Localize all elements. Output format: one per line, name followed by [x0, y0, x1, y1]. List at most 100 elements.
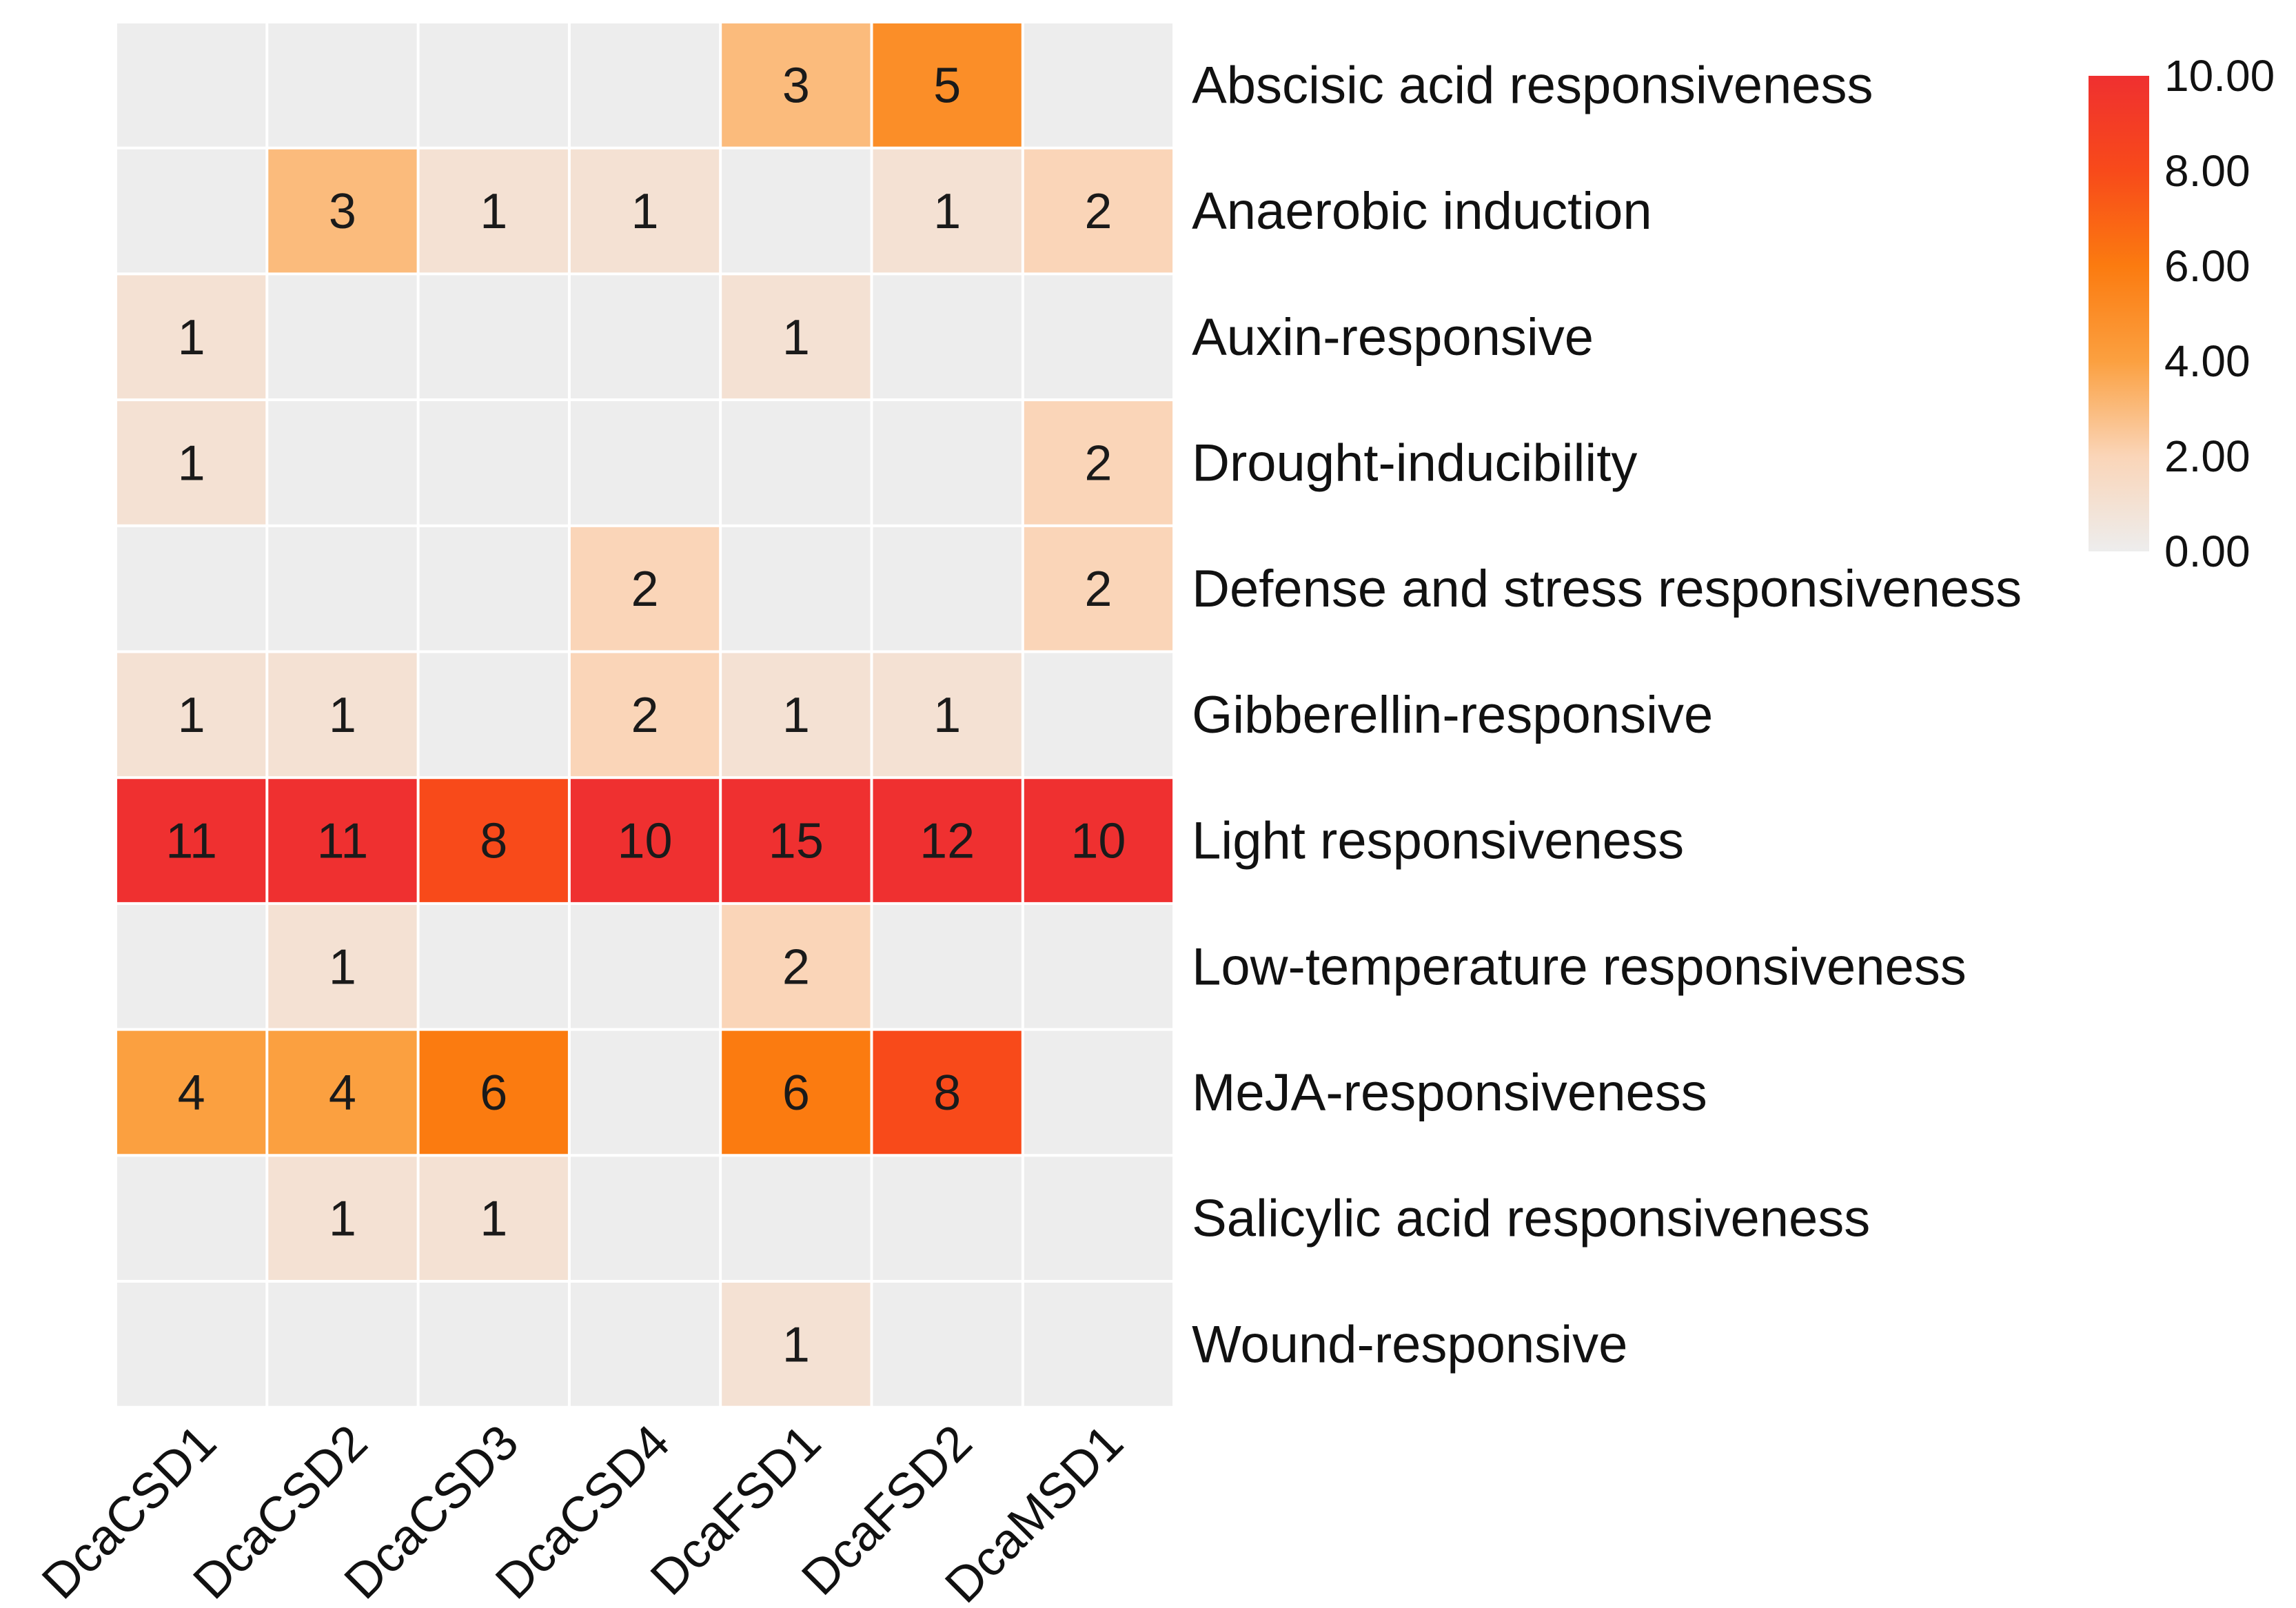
- cell-value-label: 4: [329, 1066, 356, 1121]
- cell-value-label: 6: [480, 1066, 507, 1121]
- legend-tick-label: 6.00: [2164, 241, 2251, 291]
- heatmap-cell: [268, 779, 417, 902]
- heatmap-cell: [117, 1157, 266, 1280]
- cell-value-label: 1: [631, 184, 659, 239]
- heatmap-cell: [1024, 23, 1173, 147]
- heatmap-cell: [268, 904, 417, 1028]
- cell-value-label: 1: [782, 310, 810, 365]
- cell-value-label: 1: [480, 184, 507, 239]
- heatmap-cell: [117, 779, 266, 902]
- heatmap-cell: [873, 401, 1022, 525]
- cell-value-label: 8: [480, 814, 507, 869]
- column-labels: DcaCSD1DcaCSD2DcaCSD3DcaCSD4DcaFSD1DcaFS…: [32, 1414, 1134, 1608]
- legend-tick-label: 0.00: [2164, 527, 2251, 576]
- cell-value-label: 12: [920, 814, 975, 869]
- heatmap-cell: [1024, 904, 1173, 1028]
- heatmap-cell: [1024, 275, 1173, 399]
- row-label: Low-temperature responsiveness: [1192, 937, 1967, 996]
- heatmap-cell: [722, 401, 871, 525]
- row-label: Gibberellin-responsive: [1192, 686, 1713, 744]
- legend-tick-label: 10.00: [2164, 51, 2275, 101]
- row-label: MeJA-responsiveness: [1192, 1063, 1707, 1122]
- heatmap-cell: [117, 527, 266, 651]
- heatmap-cell: [722, 23, 871, 147]
- heatmap-cell: [570, 1030, 720, 1154]
- heatmap-cell: [1024, 401, 1173, 525]
- heatmap-cell: [570, 653, 720, 777]
- cell-value-label: 1: [178, 436, 205, 491]
- cell-value-label: 2: [1084, 184, 1112, 239]
- heatmap-cell: [570, 401, 720, 525]
- cell-value-label: 1: [933, 184, 961, 239]
- heatmap-cell: [873, 527, 1022, 651]
- heatmap-cell: [873, 653, 1022, 777]
- cell-value-label: 1: [480, 1192, 507, 1247]
- heatmap-cell: [1024, 1283, 1173, 1406]
- heatmap-cell: [722, 904, 871, 1028]
- heatmap-cell: [570, 527, 720, 651]
- heatmap-cell: [268, 653, 417, 777]
- cell-value-label: 2: [782, 939, 810, 995]
- heatmap-cell: [419, 149, 568, 273]
- heatmap-cell: [419, 779, 568, 902]
- cell-value-label: 1: [329, 939, 356, 995]
- heatmap-cell: [570, 275, 720, 399]
- row-label: Salicylic acid responsiveness: [1192, 1190, 1870, 1248]
- cell-value-label: 2: [631, 562, 659, 617]
- heatmap-cell: [873, 1157, 1022, 1280]
- heatmap-cell: [873, 779, 1022, 902]
- row-labels: Abscisic acid responsiveness Anaerobic in…: [1192, 56, 2022, 1374]
- heatmap-cell: [117, 1283, 266, 1406]
- cell-value-label: 10: [618, 814, 673, 869]
- heatmap-cell: [570, 1157, 720, 1280]
- heatmap-cell: [419, 401, 568, 525]
- heatmap-cell: [873, 23, 1022, 147]
- heatmap-cell: [268, 1030, 417, 1154]
- row-label: Abscisic acid responsiveness: [1192, 56, 1873, 114]
- heatmap-cell: [117, 23, 266, 147]
- heatmap-cell: [268, 527, 417, 651]
- heatmap-cell: [117, 401, 266, 525]
- heatmap-cell: [117, 149, 266, 273]
- row-label: Drought-inducibility: [1192, 434, 1637, 492]
- color-legend: 10.00 8.00 6.00 4.00 2.00 0.00: [2089, 51, 2275, 576]
- heatmap-cell: [722, 527, 871, 651]
- heatmap-cell: [117, 653, 266, 777]
- cell-value-label: 10: [1070, 814, 1126, 869]
- heatmap-cell: [1024, 149, 1173, 273]
- heatmap-cell: [419, 653, 568, 777]
- heatmap-cell: [268, 23, 417, 147]
- cell-value-label: 6: [782, 1066, 810, 1121]
- row-label: Anaerobic induction: [1192, 182, 1652, 241]
- heatmap-cell: [419, 1030, 568, 1154]
- heatmap-cell: [570, 904, 720, 1028]
- heatmap-cell: [419, 23, 568, 147]
- heatmap-cell: [1024, 527, 1173, 651]
- heatmap-cell: [268, 1157, 417, 1280]
- heatmap-cell: [419, 1157, 568, 1280]
- heatmap-cell: [419, 527, 568, 651]
- cell-value-label: 5: [933, 58, 961, 113]
- heatmap-cell: [722, 275, 871, 399]
- heatmap-cell: [1024, 779, 1173, 902]
- cell-value-label: 1: [933, 688, 961, 743]
- heatmap-cell: [570, 23, 720, 147]
- cell-value-label: 11: [317, 814, 369, 869]
- heatmap-cell: [570, 149, 720, 273]
- cell-value-label: 3: [329, 184, 356, 239]
- cell-value-label: 1: [782, 1317, 810, 1372]
- heatmap-cell: [722, 779, 871, 902]
- cell-value-label: 2: [1084, 436, 1112, 491]
- heatmap-cell: [117, 904, 266, 1028]
- row-label: Defense and stress responsiveness: [1192, 560, 2022, 618]
- heatmap-cell: [722, 653, 871, 777]
- cell-value-label: 2: [1084, 562, 1112, 617]
- heatmap-cell: [1024, 1030, 1173, 1154]
- heatmap-cell: [419, 1283, 568, 1406]
- heatmap-cell: [873, 904, 1022, 1028]
- row-label: Auxin-responsive: [1192, 308, 1594, 367]
- heatmap-cell: [873, 1030, 1022, 1154]
- heatmap-cell: [268, 401, 417, 525]
- heatmap-cell: [117, 1030, 266, 1154]
